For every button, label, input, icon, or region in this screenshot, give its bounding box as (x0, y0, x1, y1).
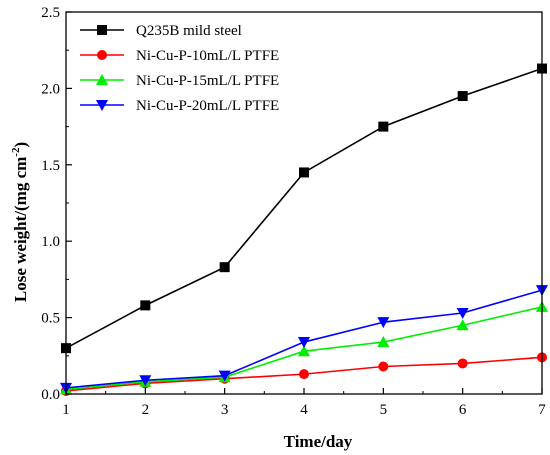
y-tick-label: 1.0 (41, 234, 60, 250)
y-axis-title: Lose weight/(mg cm-2) (10, 142, 30, 302)
data-point (378, 121, 389, 132)
legend-entry: Q235B mild steel (80, 23, 242, 39)
axes-layer (65, 11, 543, 395)
x-tick-label: 4 (300, 402, 308, 418)
series-4 (60, 285, 548, 394)
data-point (377, 317, 390, 329)
x-tick-label: 1 (62, 402, 70, 418)
data-point (378, 361, 389, 372)
y-axis-title-main: Lose weight/(mg cm (11, 157, 30, 302)
legend-entry: Ni-Cu-P-10mL/L PTFE (80, 48, 279, 64)
y-tick-label: 0.0 (41, 387, 60, 403)
data-point (457, 91, 468, 102)
legend-marker (96, 100, 108, 111)
y-axis-title-close: ) (11, 142, 30, 148)
legend-marker (97, 50, 107, 60)
legend-entry: Ni-Cu-P-20mL/L PTFE (80, 98, 279, 114)
y-axis-title-superscript: -2 (10, 147, 22, 157)
x-tick-label: 2 (142, 402, 150, 418)
data-point (298, 345, 310, 357)
x-axis-title: Time/day (284, 432, 353, 451)
ticks-layer: 1 2 3 4 5 6 7 0.0 0.5 1.0 1.5 2.0 2.5 (41, 5, 546, 418)
legend-label: Ni-Cu-P-15mL/L PTFE (136, 73, 279, 89)
y-tick-label: 2.0 (41, 81, 60, 97)
legend-label: Q235B mild steel (136, 23, 242, 39)
data-point (457, 358, 468, 369)
data-point (377, 336, 390, 348)
x-tick-label: 5 (380, 402, 388, 418)
x-tick-label: 6 (459, 402, 467, 418)
legend-entry: Ni-Cu-P-15mL/L PTFE (80, 73, 279, 89)
data-point (140, 300, 151, 311)
data-point (456, 308, 469, 320)
x-tick-label: 3 (221, 402, 229, 418)
legend: Q235B mild steel Ni-Cu-P-10mL/L PTFE Ni-Cu… (80, 23, 279, 114)
legend-label: Ni-Cu-P-20mL/L PTFE (136, 98, 279, 114)
legend-marker (96, 74, 108, 85)
y-tick-label: 2.5 (41, 5, 60, 21)
x-tick-label: 7 (538, 402, 546, 418)
data-point (298, 337, 310, 349)
data-point (218, 370, 231, 382)
data-point (139, 375, 152, 387)
legend-marker (97, 25, 107, 35)
data-point (299, 167, 309, 178)
plot-frame (65, 11, 543, 395)
y-tick-label: 0.5 (41, 311, 60, 327)
data-point (456, 319, 469, 331)
data-point (299, 369, 309, 380)
legend-label: Ni-Cu-P-10mL/L PTFE (136, 48, 279, 64)
series-layer (60, 63, 548, 396)
data-point (219, 262, 230, 273)
y-tick-label: 1.5 (41, 158, 60, 174)
